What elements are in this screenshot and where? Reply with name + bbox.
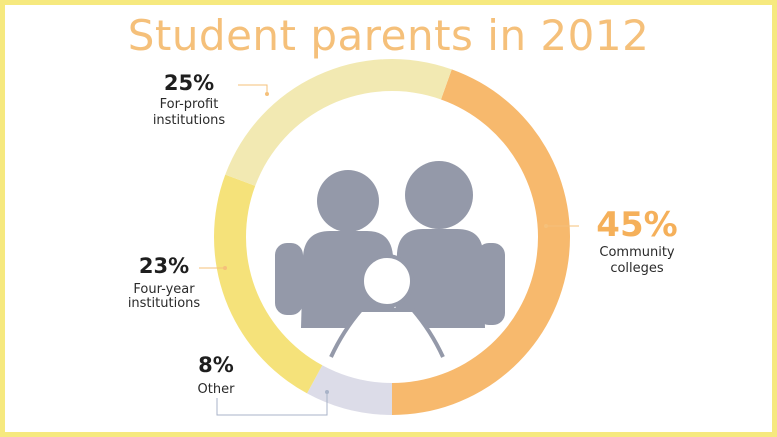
label-value-for-profit: 25% — [164, 71, 214, 95]
label-name-four-year-line1: Four-year — [133, 282, 195, 297]
leader-dot-four-year — [223, 266, 227, 270]
label-value-other: 8% — [198, 353, 234, 377]
chart-title: Student parents in 2012 — [127, 11, 650, 60]
label-value-four-year: 23% — [139, 254, 189, 278]
callout-lines — [199, 84, 579, 416]
donut-slice-community-colleges — [392, 69, 570, 415]
label-name-community-line2: colleges — [610, 261, 664, 276]
label-value-community: 45% — [596, 205, 677, 245]
leader-dot-community — [544, 224, 548, 228]
leader-line-for-profit — [238, 84, 268, 94]
label-name-community-line1: Community — [599, 245, 675, 260]
slice-labels: 25% For-profit institutions 45% Communit… — [128, 71, 678, 397]
family-silhouette-icon — [275, 161, 505, 358]
label-name-for-profit-line2: institutions — [153, 113, 226, 128]
leader-line-other — [216, 392, 328, 416]
label-name-other: Other — [198, 382, 236, 397]
label-name-for-profit-line1: For-profit — [160, 97, 219, 112]
donut-slice-other — [307, 365, 392, 415]
leader-dot-for-profit — [265, 92, 269, 96]
leader-dot-other — [325, 390, 329, 394]
donut-slices — [213, 59, 570, 415]
donut-chart: 25% For-profit institutions 45% Communit… — [128, 59, 678, 416]
donut-slice-for-profit-institutions — [225, 59, 452, 186]
donut-slice-four-year-institutions — [213, 174, 323, 394]
label-name-four-year-line2: institutions — [128, 296, 201, 311]
